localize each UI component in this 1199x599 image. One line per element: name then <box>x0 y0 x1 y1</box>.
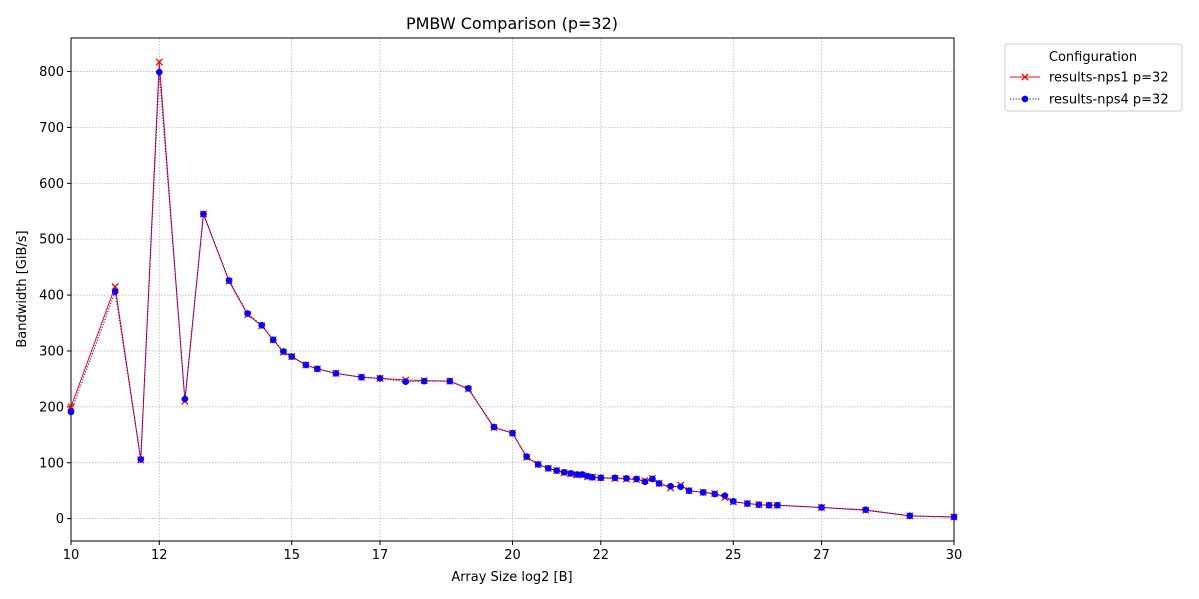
x-axis-label: Array Size log2 [B] <box>451 570 572 585</box>
x-tick-label: 27 <box>813 548 830 563</box>
x-tick-label: 20 <box>504 548 521 563</box>
data-point-nps4 <box>641 478 649 486</box>
data-point-nps4 <box>111 288 119 296</box>
data-point-nps4 <box>509 429 516 437</box>
data-point-nps4 <box>534 461 542 468</box>
data-point-nps4 <box>744 500 751 507</box>
y-tick-label: 400 <box>39 289 64 304</box>
data-point-nps1 <box>111 283 119 291</box>
x-tick-label: 22 <box>593 548 610 563</box>
legend-title: Configuration <box>1049 50 1137 65</box>
data-point-nps4 <box>544 464 552 472</box>
y-tick-label: 600 <box>39 177 64 192</box>
data-point-nps4 <box>244 310 251 317</box>
x-tick-label: 17 <box>372 548 389 563</box>
data-point-nps4 <box>655 480 663 487</box>
data-point-nps4 <box>288 353 296 360</box>
data-point-nps4 <box>611 474 619 482</box>
data-point-nps4 <box>269 336 277 344</box>
x-tick-label: 10 <box>63 548 80 563</box>
data-point-nps4 <box>280 348 287 355</box>
series-nps4 <box>67 68 958 521</box>
data-point-nps4 <box>181 395 189 403</box>
legend-label: results-nps4 p=32 <box>1049 93 1169 108</box>
data-point-nps4 <box>667 482 674 490</box>
series-line-nps1 <box>70 61 955 518</box>
data-point-nps4 <box>314 365 321 373</box>
data-point-nps4 <box>523 453 530 460</box>
data-point-nps4 <box>677 483 685 491</box>
legend-items: results-nps1 p=32 results-nps4 p=32 <box>1010 71 1169 108</box>
data-point-nps4 <box>358 373 365 381</box>
x-tick-label: 15 <box>283 548 300 563</box>
data-point-nps4 <box>137 456 145 463</box>
data-point-nps4 <box>818 504 825 511</box>
data-point-nps4 <box>729 497 737 505</box>
data-point-nps4 <box>420 377 428 385</box>
data-point-nps4 <box>553 467 561 474</box>
series-layer <box>67 58 958 521</box>
data-point-nps4 <box>560 468 568 476</box>
data-point-nps4 <box>258 321 266 329</box>
y-axis: 0 100 200 300 400 500 600 700 800 <box>39 65 71 527</box>
legend-box <box>1004 43 1183 112</box>
y-axis-label: Bandwidth [GiB/s] <box>15 230 30 347</box>
data-point-nps4 <box>649 475 656 483</box>
data-point-nps4 <box>699 489 707 496</box>
y-tick-label: 800 <box>39 65 64 80</box>
grid-lines <box>70 38 955 541</box>
data-point-nps4 <box>589 473 596 481</box>
legend-swatch-marker <box>1021 73 1029 81</box>
data-point-nps4 <box>685 487 693 495</box>
x-tick-label: 30 <box>946 548 963 563</box>
data-point-nps4 <box>302 361 310 369</box>
legend-item-nps1: results-nps1 p=32 <box>1010 71 1169 86</box>
data-point-nps4 <box>376 375 384 382</box>
data-point-nps4 <box>721 492 729 500</box>
data-point-nps4 <box>465 385 472 392</box>
data-point-nps4 <box>633 475 640 483</box>
data-point-nps4 <box>774 501 781 509</box>
y-tick-label: 300 <box>39 344 64 359</box>
data-point-nps4 <box>623 475 630 482</box>
y-tick-label: 700 <box>39 121 64 136</box>
data-point-nps4 <box>225 277 233 284</box>
data-point-nps4 <box>862 506 870 514</box>
data-point-nps4 <box>906 512 914 520</box>
y-tick-label: 200 <box>39 400 64 415</box>
x-axis: 10 12 15 17 20 22 25 27 30 <box>63 541 963 563</box>
data-point-nps4 <box>711 490 719 498</box>
data-point-nps4 <box>755 501 763 509</box>
legend: Configuration results-nps1 p=32results-n… <box>1004 43 1183 112</box>
y-tick-label: 100 <box>39 456 64 471</box>
data-point-nps4 <box>67 408 75 416</box>
y-tick-label: 500 <box>39 233 64 248</box>
data-point-nps4 <box>567 470 575 477</box>
chart-title: PMBW Comparison (p=32) <box>406 14 618 33</box>
data-point-nps4 <box>950 513 958 521</box>
data-point-nps4 <box>765 501 773 509</box>
legend-swatch-marker <box>1021 95 1029 103</box>
data-point-nps4 <box>200 210 207 218</box>
data-point-nps4 <box>446 377 454 385</box>
data-point-nps4 <box>332 369 340 377</box>
legend-label: results-nps1 p=32 <box>1049 71 1169 86</box>
data-point-nps4 <box>490 423 498 431</box>
data-point-nps4 <box>402 378 410 386</box>
data-point-nps4 <box>155 68 163 76</box>
data-point-nps1 <box>67 403 75 411</box>
data-point-nps1 <box>155 58 163 66</box>
legend-item-nps4: results-nps4 p=32 <box>1010 93 1169 108</box>
y-tick-label: 0 <box>56 512 64 527</box>
x-tick-label: 25 <box>725 548 742 563</box>
x-tick-label: 12 <box>151 548 168 563</box>
data-point-nps4 <box>597 474 605 482</box>
